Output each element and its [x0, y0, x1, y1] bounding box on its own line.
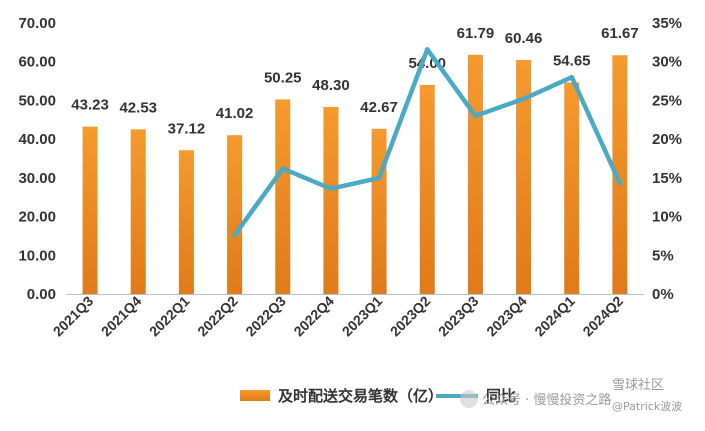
- x-tick-label: 2023Q2: [387, 293, 434, 340]
- y-right-tick-label: 10%: [652, 209, 682, 226]
- watermark: 公众号 · 慢慢投资之路 雪球社区 @Patrick波波: [460, 377, 682, 413]
- watermark-handle: @Patrick波波: [612, 400, 682, 413]
- y-axis-left: 0.00 10.00 20.00 30.00 40.00 50.00 60.00 70.00: [18, 15, 56, 303]
- line-point: [521, 96, 526, 101]
- y-right-tick-label: 5%: [652, 247, 674, 264]
- x-tick-label: 2022Q4: [290, 293, 337, 340]
- line-point: [377, 175, 382, 180]
- bar: [419, 84, 435, 294]
- legend-bar-swatch: [240, 390, 270, 401]
- y-left-tick-label: 60.00: [18, 54, 56, 71]
- y-left-tick-label: 20.00: [18, 209, 56, 226]
- bar-data-label: 43.23: [71, 97, 109, 114]
- bar-data-label: 41.02: [216, 105, 254, 122]
- x-tick-label: 2023Q3: [435, 293, 482, 340]
- watermark-site: 雪球社区: [612, 377, 664, 393]
- y-right-tick-label: 20%: [652, 131, 682, 148]
- watermark-logo-icon: [460, 390, 478, 408]
- x-tick-label: 2022Q1: [146, 293, 193, 340]
- line-point: [569, 75, 574, 80]
- bar-data-label: 61.79: [457, 25, 495, 42]
- x-tick-label: 2022Q2: [194, 293, 241, 340]
- bar: [467, 54, 483, 295]
- line-series: [232, 47, 623, 238]
- line-point: [328, 186, 333, 191]
- y-right-tick-label: 0%: [652, 286, 674, 303]
- bar-data-label: 50.25: [264, 69, 302, 86]
- y-left-tick-label: 40.00: [18, 131, 56, 148]
- bar: [227, 135, 243, 294]
- y-left-tick-label: 10.00: [18, 247, 56, 264]
- bar: [371, 128, 387, 294]
- y-left-tick-label: 0.00: [27, 286, 56, 303]
- x-tick-label: 2024Q1: [531, 293, 578, 340]
- bar-data-label: 61.67: [601, 25, 639, 42]
- x-tick-label: 2022Q3: [242, 293, 289, 340]
- bar: [516, 59, 532, 295]
- line-point: [280, 166, 285, 171]
- y-right-tick-label: 25%: [652, 92, 682, 109]
- y-right-tick-label: 15%: [652, 170, 682, 187]
- legend-bar-label: 及时配送交易笔数（亿）: [278, 387, 443, 405]
- bar-data-label: 48.30: [312, 77, 350, 94]
- bar-data-label: 42.53: [119, 99, 157, 116]
- x-tick-label: 2021Q4: [98, 293, 145, 340]
- y-left-tick-label: 30.00: [18, 170, 56, 187]
- bar-data-label: 37.12: [168, 120, 206, 137]
- bar: [275, 99, 291, 294]
- y-axis-right: 0% 5% 10% 15% 20% 25% 30% 35%: [652, 15, 682, 303]
- legend-line-label: 同比: [486, 387, 516, 405]
- bar: [178, 150, 194, 294]
- x-tick-label: 2023Q1: [339, 293, 386, 340]
- line-point: [232, 233, 237, 238]
- bar: [323, 107, 339, 294]
- bar-data-label: 54.65: [553, 52, 591, 69]
- y-left-tick-label: 50.00: [18, 92, 56, 109]
- y-left-tick-label: 70.00: [18, 15, 56, 32]
- x-tick-label: 2024Q2: [579, 293, 626, 340]
- x-axis-ticks: 2021Q3 2021Q4 2022Q1 2022Q2 2022Q3 2022Q4 2023…: [50, 293, 627, 340]
- bar-data-label: 42.67: [360, 99, 398, 116]
- bar: [612, 55, 628, 295]
- bar-series: [82, 54, 628, 295]
- x-tick-label: 2021Q3: [50, 293, 97, 340]
- bar: [82, 126, 98, 294]
- y-right-tick-label: 35%: [652, 15, 682, 32]
- legend: 及时配送交易笔数（亿） 同比: [240, 387, 516, 405]
- line-point: [425, 47, 430, 52]
- x-tick-label: 2023Q4: [483, 293, 530, 340]
- watermark-text: 公众号 · 慢慢投资之路: [482, 392, 611, 408]
- line-point: [473, 113, 478, 118]
- bar: [564, 82, 580, 295]
- line-point: [617, 181, 622, 186]
- bar: [130, 129, 146, 294]
- bar-data-label: 60.46: [505, 30, 543, 47]
- y-right-tick-label: 30%: [652, 54, 682, 71]
